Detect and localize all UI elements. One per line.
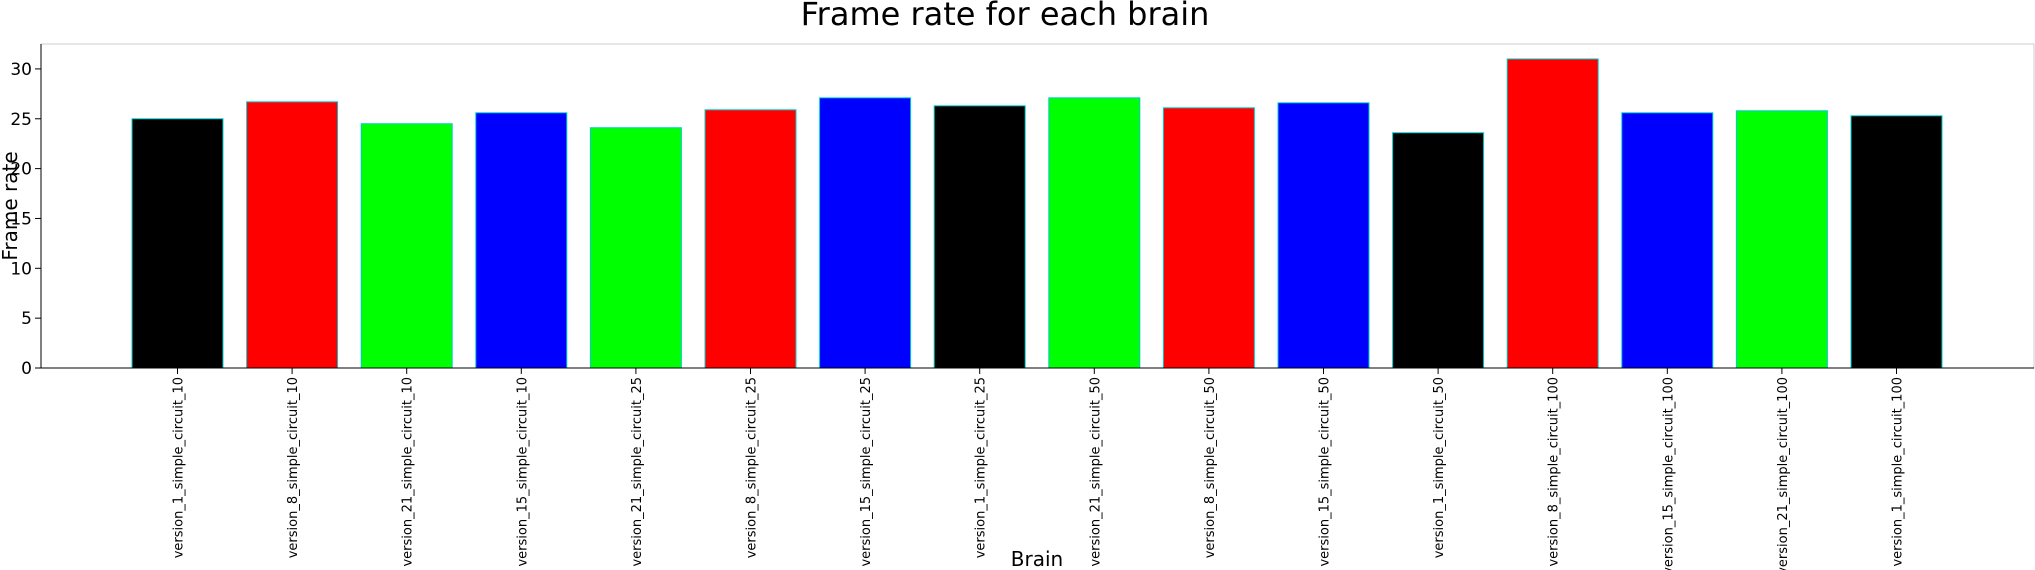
bar-version_15_simple_circuit_50 <box>1277 102 1370 369</box>
x-tick-label: version_15_simple_circuit_100 <box>1661 377 1676 570</box>
chart-title: Frame rate for each brain <box>801 0 1210 33</box>
x-tick-label: version_21_simple_circuit_50 <box>1088 377 1103 567</box>
x-tick-label: version_8_simple_circuit_100 <box>1547 377 1562 567</box>
bars-layer <box>131 58 1943 369</box>
x-axis-label: Brain <box>1011 547 1063 570</box>
x-tick-label: version_15_simple_circuit_50 <box>1318 377 1333 567</box>
y-tick-label: 0 <box>21 359 32 379</box>
y-axis-ticks: 0 5 10 15 20 25 30 <box>10 60 41 379</box>
x-tick-label: version_15_simple_circuit_10 <box>515 377 530 567</box>
plot-frame <box>40 43 2035 369</box>
bar-version_8_simple_circuit_25 <box>704 109 797 369</box>
y-tick-label: 25 <box>10 110 32 130</box>
bar-version_21_simple_circuit_100 <box>1735 110 1828 369</box>
bar-version_1_simple_circuit_10 <box>131 118 224 369</box>
bar-version_8_simple_circuit_10 <box>246 101 339 369</box>
bar-version_21_simple_circuit_50 <box>1048 97 1141 369</box>
y-tick-label: 15 <box>10 209 32 229</box>
x-tick-label: version_15_simple_circuit_25 <box>859 377 874 567</box>
bar-version_21_simple_circuit_10 <box>360 123 453 369</box>
x-tick-label: version_21_simple_circuit_100 <box>1776 377 1791 570</box>
x-tick-label: version_21_simple_circuit_10 <box>401 377 416 567</box>
x-tick-label: version_21_simple_circuit_25 <box>630 377 645 567</box>
y-tick-label: 5 <box>21 309 32 329</box>
x-tick-label: version_8_simple_circuit_10 <box>286 377 301 558</box>
bar-version_8_simple_circuit_50 <box>1162 107 1255 369</box>
y-axis-label: Frame rate <box>0 151 22 260</box>
bar-version_15_simple_circuit_10 <box>475 112 568 369</box>
bar-version_15_simple_circuit_100 <box>1621 112 1714 369</box>
y-tick-label: 10 <box>10 259 32 279</box>
bar-version_1_simple_circuit_100 <box>1850 115 1943 369</box>
x-tick-label: version_1_simple_circuit_10 <box>172 377 187 558</box>
x-tick-label: version_1_simple_circuit_100 <box>1891 377 1906 567</box>
x-axis-ticks: version_1_simple_circuit_10 version_8_sim… <box>172 368 1906 570</box>
bar-version_1_simple_circuit_25 <box>933 105 1026 369</box>
x-tick-label: version_1_simple_circuit_25 <box>974 377 989 558</box>
bar-version_15_simple_circuit_25 <box>819 97 912 369</box>
bar-version_8_simple_circuit_100 <box>1506 58 1599 369</box>
bar-version_21_simple_circuit_25 <box>589 127 682 369</box>
y-tick-label: 30 <box>10 60 32 80</box>
y-tick-label: 20 <box>10 160 32 180</box>
x-tick-label: version_1_simple_circuit_50 <box>1432 377 1447 558</box>
x-tick-label: version_8_simple_circuit_50 <box>1203 377 1218 558</box>
bar-version_1_simple_circuit_50 <box>1392 132 1485 369</box>
x-tick-label: version_8_simple_circuit_25 <box>745 377 760 558</box>
